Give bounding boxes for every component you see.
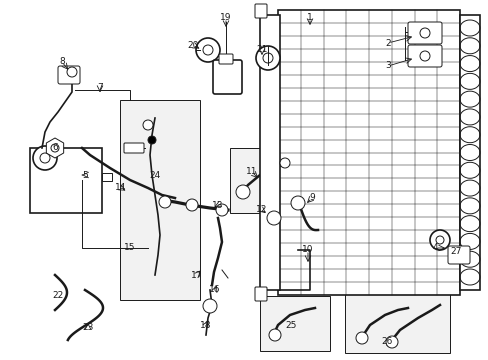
Text: 20: 20 — [187, 40, 198, 49]
Text: 21: 21 — [256, 45, 267, 54]
FancyBboxPatch shape — [124, 143, 143, 153]
Bar — [260, 15, 280, 290]
Text: 17: 17 — [191, 270, 203, 279]
Text: 18: 18 — [200, 320, 211, 329]
Circle shape — [236, 185, 249, 199]
Text: 23: 23 — [82, 324, 94, 333]
Text: 14: 14 — [115, 184, 126, 193]
Text: 12: 12 — [256, 206, 267, 215]
Text: 24: 24 — [149, 171, 160, 180]
Text: 13: 13 — [212, 201, 224, 210]
FancyBboxPatch shape — [219, 54, 232, 64]
Text: 16: 16 — [209, 285, 220, 294]
Text: 6: 6 — [52, 144, 58, 153]
Circle shape — [385, 336, 397, 348]
Circle shape — [67, 67, 77, 77]
FancyBboxPatch shape — [407, 22, 441, 44]
Bar — [345, 285, 449, 353]
FancyBboxPatch shape — [213, 60, 242, 94]
Text: 9: 9 — [308, 194, 314, 202]
Bar — [30, 148, 102, 213]
Circle shape — [216, 204, 227, 216]
Text: 22: 22 — [52, 291, 63, 300]
Circle shape — [429, 230, 449, 250]
Text: 26: 26 — [381, 338, 392, 346]
Circle shape — [268, 329, 281, 341]
Text: 1: 1 — [306, 13, 312, 22]
Circle shape — [419, 28, 429, 38]
FancyBboxPatch shape — [407, 45, 441, 67]
Circle shape — [51, 144, 59, 152]
Circle shape — [263, 53, 272, 63]
Circle shape — [435, 236, 443, 244]
Bar — [229, 148, 309, 213]
Bar — [120, 100, 200, 300]
Circle shape — [355, 332, 367, 344]
Circle shape — [142, 120, 153, 130]
Circle shape — [185, 199, 198, 211]
Circle shape — [196, 38, 220, 62]
Text: 25: 25 — [285, 320, 296, 329]
FancyBboxPatch shape — [254, 287, 266, 301]
Text: 7: 7 — [97, 84, 102, 93]
FancyBboxPatch shape — [447, 246, 469, 264]
Circle shape — [203, 45, 213, 55]
Text: 5: 5 — [82, 171, 88, 180]
Text: 27: 27 — [449, 248, 461, 256]
Text: 10: 10 — [302, 246, 313, 255]
Text: 3: 3 — [385, 62, 390, 71]
Circle shape — [419, 51, 429, 61]
Circle shape — [40, 153, 50, 163]
Text: 4: 4 — [431, 243, 437, 252]
Circle shape — [280, 158, 289, 168]
Text: 19: 19 — [220, 13, 231, 22]
Circle shape — [266, 211, 281, 225]
Bar — [102, 173, 112, 181]
Circle shape — [159, 196, 171, 208]
Circle shape — [290, 196, 305, 210]
FancyBboxPatch shape — [254, 4, 266, 18]
Text: 11: 11 — [246, 167, 257, 176]
Circle shape — [256, 46, 280, 70]
Circle shape — [203, 299, 217, 313]
Text: 15: 15 — [124, 243, 136, 252]
Circle shape — [33, 146, 57, 170]
Bar — [459, 15, 479, 290]
FancyBboxPatch shape — [58, 66, 80, 84]
Circle shape — [148, 136, 156, 144]
Text: 2: 2 — [385, 39, 390, 48]
Bar — [278, 10, 459, 295]
Bar — [260, 296, 329, 351]
Text: 8: 8 — [59, 58, 65, 67]
